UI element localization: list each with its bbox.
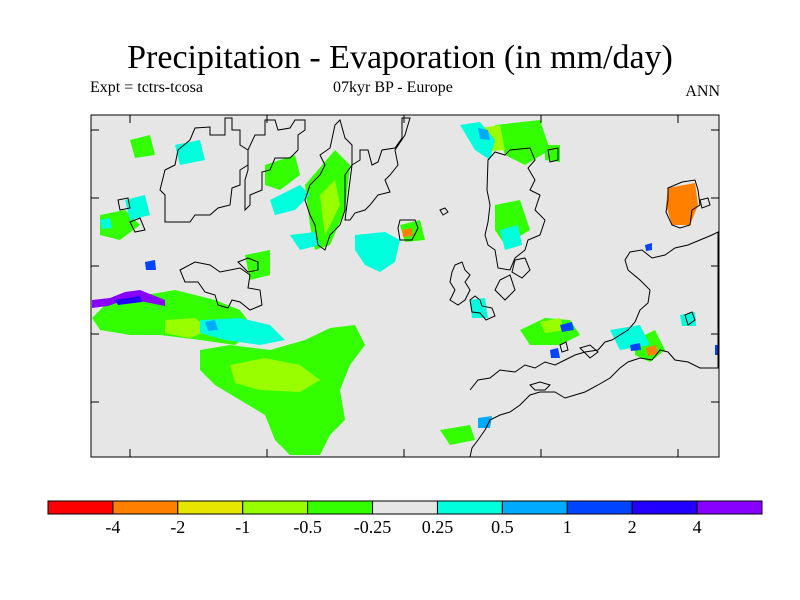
legend-tick-label: -0.25 — [353, 517, 392, 537]
legend-swatch-7 — [501, 500, 568, 515]
map-background — [91, 115, 719, 457]
season-label: ANN — [685, 83, 720, 100]
legend-tick-label: 2 — [627, 517, 637, 537]
legend-swatch-2 — [177, 500, 244, 515]
legend-swatch-9 — [631, 500, 698, 515]
frame-ticks — [91, 115, 719, 457]
legend-swatch-4 — [307, 500, 374, 515]
legend-swatch-1 — [112, 500, 179, 515]
legend-swatch-8 — [566, 500, 633, 515]
legend-tick-label: 1 — [562, 517, 572, 537]
strong-negative-regions — [402, 183, 698, 356]
coastlines — [117, 117, 719, 458]
legend-tick-label: 4 — [692, 517, 702, 537]
legend-swatch-5 — [372, 500, 438, 515]
legend-tick-label: -2 — [170, 517, 186, 537]
legend-tick-label: -1 — [235, 517, 251, 537]
legend-tick-label: -4 — [105, 517, 121, 537]
legend-tick-label: -0.5 — [293, 517, 322, 537]
legend-tick-label: 0.5 — [491, 517, 514, 537]
experiment-label: Expt = tctrs-tcosa — [90, 79, 203, 96]
map-title: Precipitation - Evaporation (in mm/day) — [127, 39, 673, 76]
map-frame — [90, 114, 720, 458]
legend-tick-label: 0.25 — [421, 517, 454, 537]
legend-swatch-3 — [242, 500, 309, 515]
legend-swatch-6 — [436, 500, 503, 515]
period-label: 07kyr BP - Europe — [333, 79, 453, 96]
legend-swatch-10 — [696, 500, 763, 515]
legend-swatch-0 — [47, 500, 114, 515]
positive-anomaly-regions — [92, 122, 719, 428]
